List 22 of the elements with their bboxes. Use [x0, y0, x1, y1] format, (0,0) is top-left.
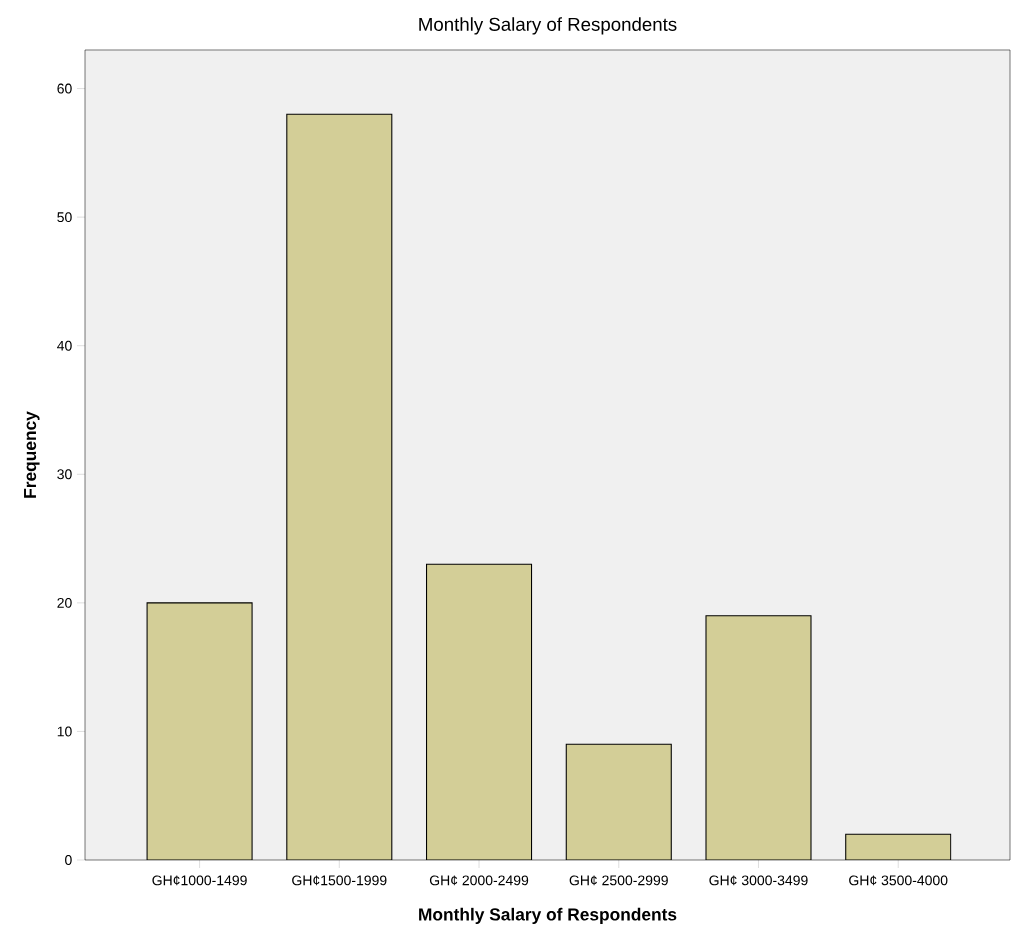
- chart-title: Monthly Salary of Respondents: [419, 17, 677, 35]
- y-tick-label: 20: [57, 597, 72, 608]
- bar: [706, 615, 811, 860]
- y-tick-label: 60: [57, 83, 72, 94]
- y-tick-label: 50: [57, 212, 72, 223]
- x-tick-label: GH¢1000-1499: [152, 875, 247, 886]
- bar: [426, 564, 532, 860]
- x-tick-label: GH¢ 2000-2499: [429, 875, 529, 886]
- bar: [566, 744, 672, 860]
- bar: [147, 602, 253, 860]
- x-tick-label: GH¢ 3500-4000: [849, 875, 948, 886]
- y-tick-label: 10: [57, 726, 72, 737]
- y-tick-label: 40: [57, 340, 72, 351]
- y-tick-label: 0: [65, 855, 72, 865]
- bar: [845, 833, 952, 860]
- x-axis-title: Monthly Salary of Respondents: [419, 907, 677, 925]
- y-tick-label: 30: [57, 469, 72, 480]
- y-axis-title: Frequency: [24, 411, 40, 498]
- x-tick-label: GH¢1500-1999: [292, 875, 387, 886]
- x-tick-label: GH¢ 3000-3499: [709, 875, 808, 886]
- x-tick-label: GH¢ 2500-2999: [569, 875, 668, 886]
- bar: [286, 114, 392, 860]
